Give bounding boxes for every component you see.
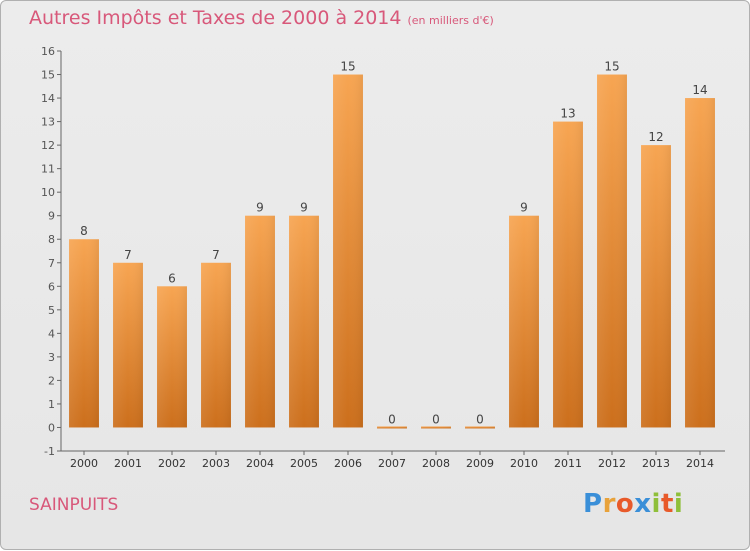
y-tick-label: 9 bbox=[48, 210, 55, 223]
data-label: 9 bbox=[520, 201, 528, 215]
logo-letter: t bbox=[660, 489, 674, 519]
bar-shine bbox=[245, 215, 275, 428]
bar-shine bbox=[113, 262, 143, 428]
data-label: 13 bbox=[560, 107, 575, 121]
x-tick-label: 2009 bbox=[466, 457, 494, 470]
data-label: 8 bbox=[80, 224, 88, 238]
x-tick-label: 2002 bbox=[158, 457, 186, 470]
data-label: 7 bbox=[212, 248, 220, 262]
data-label: 0 bbox=[476, 412, 484, 426]
x-tick-label: 2004 bbox=[246, 457, 274, 470]
x-tick-label: 2000 bbox=[70, 457, 98, 470]
x-tick-label: 2013 bbox=[642, 457, 670, 470]
data-label: 12 bbox=[648, 130, 663, 144]
logo-letter: r bbox=[602, 489, 616, 519]
x-tick-label: 2005 bbox=[290, 457, 318, 470]
bar-shine bbox=[377, 426, 407, 429]
logo-letter: i bbox=[673, 489, 684, 519]
bar-shine bbox=[465, 426, 495, 429]
data-label: 14 bbox=[692, 83, 707, 97]
y-tick-label: 12 bbox=[41, 139, 55, 152]
x-tick-label: 2001 bbox=[114, 457, 142, 470]
bar-shine bbox=[597, 74, 627, 428]
bar-shine bbox=[201, 262, 231, 428]
y-tick-label: 3 bbox=[48, 351, 55, 364]
x-tick-label: 2011 bbox=[554, 457, 582, 470]
data-label: 9 bbox=[256, 201, 264, 215]
bars bbox=[69, 74, 715, 429]
x-axis: 2000 2001 2002 2003 2004 2005 2006 2007 2008 2009… bbox=[61, 450, 725, 470]
y-tick-label: 15 bbox=[41, 69, 55, 82]
y-tick-label: 4 bbox=[48, 327, 55, 340]
y-tick-label: 13 bbox=[41, 116, 55, 129]
bar-shine bbox=[509, 215, 539, 428]
logo-letter: o bbox=[615, 489, 635, 519]
x-tick-label: 2014 bbox=[686, 457, 714, 470]
bar-shine bbox=[421, 426, 451, 429]
bar-shine bbox=[685, 98, 715, 428]
data-label: 0 bbox=[432, 412, 440, 426]
y-tick-label: 16 bbox=[41, 45, 55, 58]
bar-shine bbox=[289, 215, 319, 428]
y-tick-label: 0 bbox=[48, 421, 55, 434]
proxiti-logo[interactable]: Proxiti bbox=[583, 489, 683, 519]
y-tick-label: 7 bbox=[48, 257, 55, 270]
data-label: 7 bbox=[124, 248, 132, 262]
y-tick-label: 14 bbox=[41, 92, 55, 105]
bar-shine bbox=[553, 121, 583, 428]
chart-title-text: Autres Impôts et Taxes de 2000 à 2014 bbox=[29, 7, 402, 29]
bar-shine bbox=[333, 74, 363, 428]
bar-shine bbox=[69, 239, 99, 428]
data-label: 0 bbox=[388, 412, 396, 426]
data-labels: 8 7 6 7 9 9 15 0 0 0 9 13 15 12 14 bbox=[80, 60, 707, 427]
y-tick-label: 8 bbox=[48, 233, 55, 246]
logo-letter: x bbox=[634, 489, 652, 519]
data-label: 9 bbox=[300, 201, 308, 215]
y-tick-label: 6 bbox=[48, 280, 55, 293]
bar-shine bbox=[641, 145, 671, 428]
y-tick-label: 2 bbox=[48, 374, 55, 387]
x-tick-label: 2006 bbox=[334, 457, 362, 470]
x-tick-label: 2007 bbox=[378, 457, 406, 470]
place-name: SAINPUITS bbox=[29, 495, 119, 515]
x-tick-label: 2012 bbox=[598, 457, 626, 470]
x-tick-label: 2003 bbox=[202, 457, 230, 470]
data-label: 6 bbox=[168, 271, 176, 285]
logo-letter: P bbox=[583, 489, 603, 519]
chart-subtitle: (en milliers d'€) bbox=[407, 14, 494, 27]
data-label: 15 bbox=[340, 60, 355, 74]
x-tick-label: 2010 bbox=[510, 457, 538, 470]
bar-shine bbox=[157, 286, 187, 428]
x-tick-label: 2008 bbox=[422, 457, 450, 470]
logo-letter: i bbox=[651, 489, 661, 519]
chart-title: Autres Impôts et Taxes de 2000 à 2014 (en… bbox=[29, 7, 494, 29]
y-tick-label: 11 bbox=[41, 163, 55, 176]
y-tick-label: 1 bbox=[48, 398, 55, 411]
y-tick-label: 10 bbox=[41, 186, 55, 199]
data-label: 15 bbox=[604, 60, 619, 74]
y-tick-label: -1 bbox=[44, 445, 55, 458]
y-tick-label: 5 bbox=[48, 304, 55, 317]
